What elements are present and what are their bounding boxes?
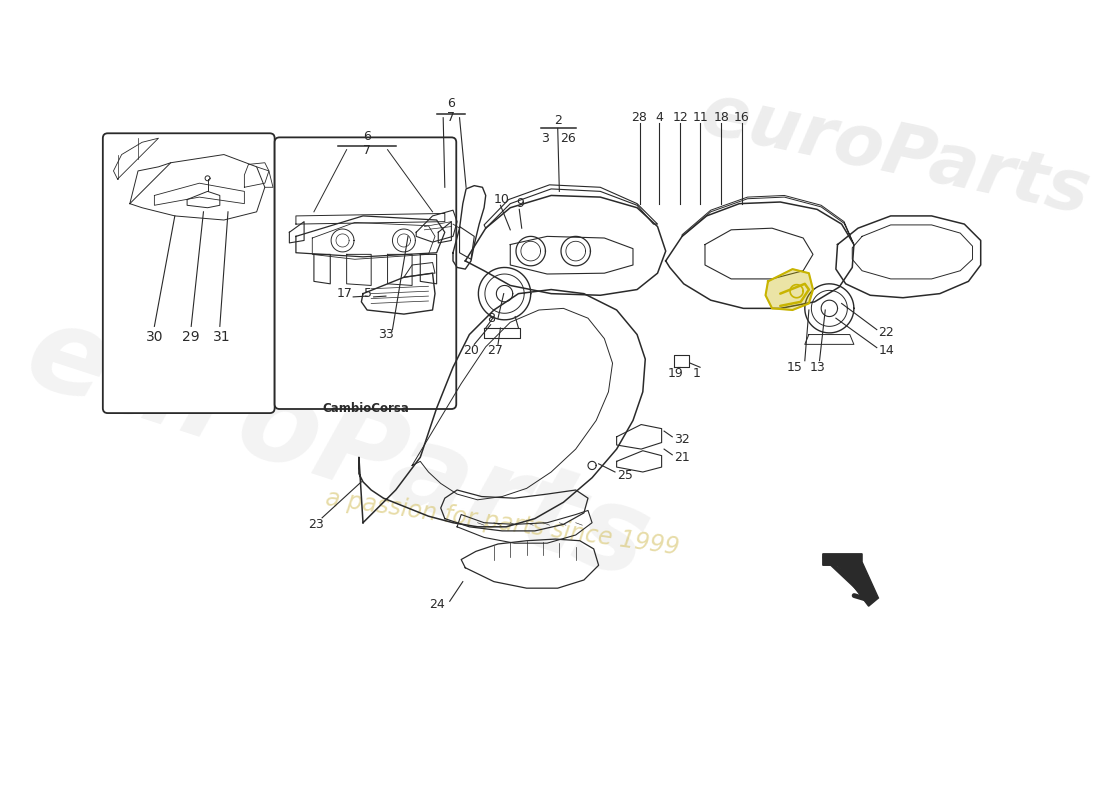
Text: 13: 13	[810, 361, 825, 374]
Polygon shape	[766, 269, 813, 310]
Text: 18: 18	[714, 111, 729, 124]
Text: 7: 7	[363, 144, 371, 157]
Text: 30: 30	[145, 330, 163, 344]
Text: 8: 8	[487, 312, 495, 325]
Text: 24: 24	[429, 598, 444, 611]
Text: 22: 22	[879, 326, 894, 339]
Text: 20: 20	[463, 345, 478, 358]
Text: 6: 6	[448, 98, 455, 110]
Text: 7: 7	[448, 111, 455, 124]
Text: CambioCorsa: CambioCorsa	[322, 402, 409, 414]
Text: 3: 3	[541, 132, 549, 145]
Text: 17: 17	[337, 287, 353, 300]
Text: euroParts: euroParts	[694, 80, 1096, 230]
Text: euroParts: euroParts	[13, 294, 663, 604]
Text: 14: 14	[879, 345, 894, 358]
Text: 31: 31	[212, 330, 230, 344]
Text: 1: 1	[693, 367, 701, 380]
Text: 4: 4	[656, 111, 663, 124]
Text: 29: 29	[183, 330, 200, 344]
Text: 27: 27	[487, 345, 504, 358]
Text: 16: 16	[734, 111, 750, 124]
Text: 21: 21	[674, 450, 690, 464]
Text: 19: 19	[668, 367, 683, 380]
Text: 2: 2	[553, 114, 562, 126]
Text: 9: 9	[516, 197, 524, 210]
Text: 10: 10	[494, 193, 510, 206]
Text: 15: 15	[786, 361, 803, 374]
Text: 28: 28	[631, 111, 648, 124]
Text: 6: 6	[363, 130, 371, 143]
Text: 25: 25	[617, 469, 632, 482]
Polygon shape	[823, 554, 879, 606]
FancyBboxPatch shape	[275, 138, 456, 409]
Text: 26: 26	[560, 132, 575, 145]
Text: 12: 12	[672, 111, 689, 124]
Text: 33: 33	[378, 328, 394, 341]
Text: 23: 23	[308, 518, 323, 531]
Text: 5: 5	[364, 287, 372, 300]
Text: 32: 32	[674, 433, 690, 446]
Text: 11: 11	[692, 111, 708, 124]
FancyBboxPatch shape	[102, 134, 275, 413]
Text: a passion for parts since 1999: a passion for parts since 1999	[323, 486, 681, 559]
